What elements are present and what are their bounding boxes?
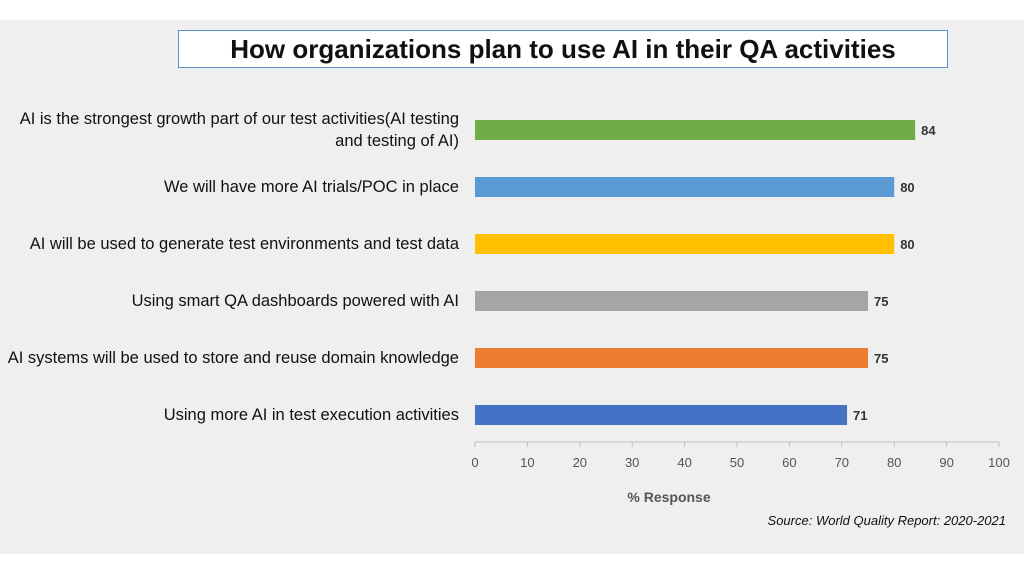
x-axis-title: % Response [627,489,710,505]
category-label: We will have more AI trials/POC in place [164,178,459,196]
bar-value-label: 80 [900,237,914,252]
bar [475,405,848,425]
bar-value-label: 71 [853,408,867,423]
chart-slide: How organizations plan to use AI in thei… [0,20,1024,554]
x-tick-label: 80 [887,455,901,470]
x-tick-label: 100 [988,455,1010,470]
bar-value-label: 80 [900,180,914,195]
x-tick-label: 60 [782,455,796,470]
bar [475,120,916,140]
x-tick-label: 0 [471,455,478,470]
bar-value-label: 75 [874,294,888,309]
x-tick-label: 90 [939,455,953,470]
category-label: AI is the strongest growth part of our t… [19,110,459,150]
category-label: Using smart QA dashboards powered with A… [131,292,459,310]
bar [475,348,868,368]
x-tick-label: 30 [625,455,639,470]
category-label: AI systems will be used to store and reu… [7,349,459,367]
category-label: Using more AI in test execution activiti… [163,406,459,424]
bar [475,291,868,311]
bar-value-label: 84 [921,123,936,138]
source-note: Source: World Quality Report: 2020-2021 [767,513,1006,528]
chart-title: How organizations plan to use AI in thei… [230,33,896,64]
bar [475,177,895,197]
x-tick-label: 20 [573,455,587,470]
x-tick-label: 50 [730,455,744,470]
x-tick-label: 40 [677,455,691,470]
bar [475,234,895,254]
bar-value-label: 75 [874,351,888,366]
x-tick-label: 70 [835,455,849,470]
x-tick-label: 10 [520,455,534,470]
category-label: AI will be used to generate test environ… [29,235,459,253]
chart-title-box: How organizations plan to use AI in thei… [178,30,948,68]
